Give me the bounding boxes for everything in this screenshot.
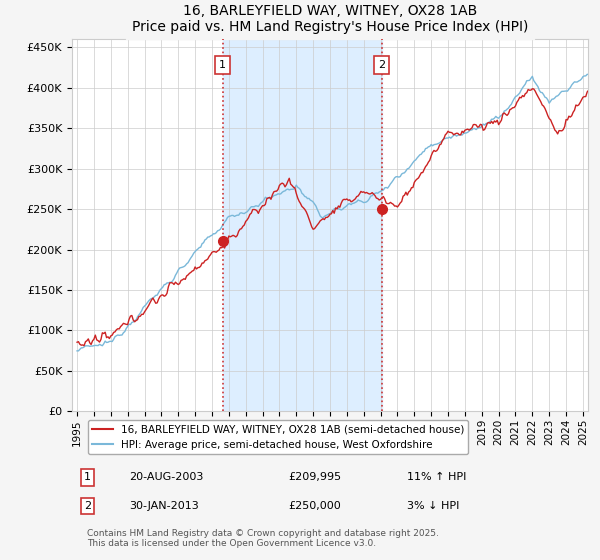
- Text: 20-AUG-2003: 20-AUG-2003: [129, 472, 203, 482]
- Text: 3% ↓ HPI: 3% ↓ HPI: [407, 501, 460, 511]
- Text: 1: 1: [219, 60, 226, 70]
- Text: £209,995: £209,995: [289, 472, 342, 482]
- Text: 30-JAN-2013: 30-JAN-2013: [129, 501, 199, 511]
- Legend: 16, BARLEYFIELD WAY, WITNEY, OX28 1AB (semi-detached house), HPI: Average price,: 16, BARLEYFIELD WAY, WITNEY, OX28 1AB (s…: [88, 421, 469, 454]
- Text: 2: 2: [379, 60, 385, 70]
- Text: 1: 1: [84, 472, 91, 482]
- Text: 11% ↑ HPI: 11% ↑ HPI: [407, 472, 467, 482]
- Text: 2: 2: [84, 501, 91, 511]
- Bar: [223, 39, 382, 412]
- Text: £250,000: £250,000: [289, 501, 341, 511]
- Title: 16, BARLEYFIELD WAY, WITNEY, OX28 1AB
Price paid vs. HM Land Registry's House Pr: 16, BARLEYFIELD WAY, WITNEY, OX28 1AB Pr…: [132, 4, 528, 34]
- Text: Contains HM Land Registry data © Crown copyright and database right 2025.
This d: Contains HM Land Registry data © Crown c…: [88, 529, 439, 548]
